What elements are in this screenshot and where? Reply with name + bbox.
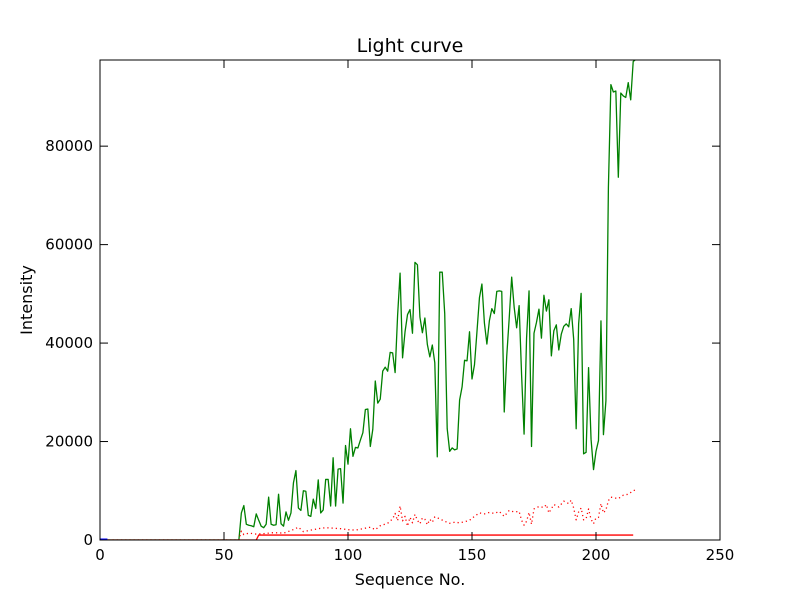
- y-tick-label: 80000: [45, 137, 93, 155]
- x-tick-label: 250: [706, 546, 735, 564]
- y-axis-label: Intensity: [17, 265, 36, 335]
- y-tick-label: 20000: [45, 433, 93, 451]
- x-tick-label: 100: [334, 546, 363, 564]
- ticks-layer: 0 50 100 150 200 250 0 20000 40000 60000 80000: [45, 60, 734, 564]
- x-tick-label: 0: [95, 546, 105, 564]
- y-tick-label: 40000: [45, 334, 93, 352]
- series-layer: [100, 60, 637, 540]
- series-line-1: [100, 60, 637, 540]
- series-line-3: [100, 534, 634, 540]
- y-tick-label: 60000: [45, 236, 93, 254]
- x-tick-label: 50: [214, 546, 233, 564]
- chart-title: Light curve: [357, 35, 464, 57]
- y-tick-label: 0: [83, 531, 93, 549]
- x-axis-label: Sequence No.: [355, 570, 466, 589]
- x-tick-label: 200: [582, 546, 611, 564]
- x-tick-label: 150: [458, 546, 487, 564]
- plot-frame: [99, 59, 721, 541]
